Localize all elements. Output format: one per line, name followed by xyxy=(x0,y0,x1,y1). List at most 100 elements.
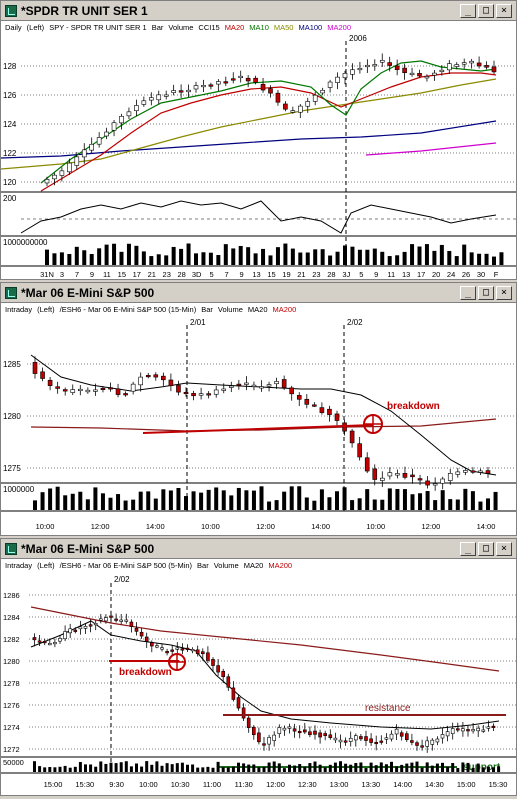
volume-bar xyxy=(387,256,392,265)
candle-body xyxy=(463,470,468,473)
candle-body xyxy=(70,389,76,393)
candle-body xyxy=(420,745,424,748)
volume-bar xyxy=(52,253,57,265)
volume-bar xyxy=(229,495,234,510)
candle-body xyxy=(241,707,246,719)
volume-bar xyxy=(146,491,151,510)
price-tick: 1284 xyxy=(3,613,20,622)
time-axis-label: 12:00 xyxy=(421,522,440,531)
close-button[interactable]: × xyxy=(496,3,512,18)
candle-body xyxy=(262,743,266,746)
candle-body xyxy=(89,143,94,151)
candle-body xyxy=(211,659,215,666)
minimize-button[interactable]: _ xyxy=(460,541,476,556)
ma200-line xyxy=(365,142,497,156)
volume-bar xyxy=(432,250,437,265)
daily-chart-area[interactable]: 2006 128 126 124 122 120 200 1000000000 xyxy=(0,33,516,279)
volume-bar xyxy=(410,762,414,772)
breakdown-label: breakdown xyxy=(119,667,172,678)
candle-body xyxy=(206,393,211,396)
date-axis-label: 13 xyxy=(402,270,410,279)
time-axis-label: 12:00 xyxy=(266,780,285,789)
time-axis-label: 9:30 xyxy=(109,780,124,789)
candle-body xyxy=(252,726,256,736)
volume-bar xyxy=(242,763,246,772)
date-axis-label: 3D xyxy=(192,270,202,279)
close-button[interactable]: × xyxy=(496,541,512,556)
volume-bar xyxy=(246,247,251,265)
volume-bar xyxy=(364,768,368,772)
date-axis-label: 23 xyxy=(312,270,320,279)
candle-body xyxy=(236,383,242,386)
candle-body xyxy=(399,732,404,737)
intraday-5min-chart-area[interactable]: 2/02 1286 1284 1282 1280 1278 1276 1274 … xyxy=(1,571,516,795)
candle-body xyxy=(394,65,400,70)
volume-bar xyxy=(357,249,362,265)
volume-bar xyxy=(259,486,264,510)
candle-body xyxy=(304,398,310,405)
volume-bar xyxy=(354,763,358,772)
time-axis-label: 14:00 xyxy=(311,522,330,531)
volume-bar xyxy=(446,766,450,772)
date-axis-label: 24 xyxy=(447,270,455,279)
date-axis-label: 11 xyxy=(387,270,395,279)
volume-bar xyxy=(168,490,173,510)
candle-body xyxy=(402,473,408,478)
volume-bar xyxy=(435,763,439,772)
maximize-button[interactable]: □ xyxy=(478,541,494,556)
candle-body xyxy=(114,618,118,621)
candle-body xyxy=(178,90,184,93)
candle-body xyxy=(379,477,385,481)
maximize-button[interactable]: □ xyxy=(478,285,494,300)
volume-bar xyxy=(343,245,347,265)
date-axis-label: 9 xyxy=(374,270,378,279)
volume-bar xyxy=(312,500,317,510)
minimize-button[interactable]: _ xyxy=(460,285,476,300)
candle-body xyxy=(353,735,358,741)
date-axis-label: 5 xyxy=(210,270,214,279)
candle-body xyxy=(119,619,123,622)
volume-bar xyxy=(150,764,154,772)
volume-bar xyxy=(191,764,195,772)
candle-body xyxy=(145,375,151,378)
volume-bar xyxy=(282,491,287,510)
candle-body xyxy=(176,384,181,393)
price-tick: 1278 xyxy=(3,679,20,688)
candle-body xyxy=(221,388,227,391)
volume-bar xyxy=(186,764,189,772)
legend-item: Volume xyxy=(213,560,239,570)
intraday-5min-bars xyxy=(32,610,496,753)
year-label: 2006 xyxy=(349,34,367,43)
candle-body xyxy=(47,643,52,646)
title-bar[interactable]: *Mar 06 E-Mini S&P 500 _ □ × xyxy=(1,539,516,559)
time-axis-label: 15:00 xyxy=(457,780,476,789)
title-bar[interactable]: *Mar 06 E-Mini S&P 500 _ □ × xyxy=(1,283,516,303)
title-bar[interactable]: *SPDR TR UNIT SER 1 _ □ × xyxy=(1,1,516,21)
volume-bar xyxy=(114,763,118,772)
candle-body xyxy=(364,457,370,472)
candle-body xyxy=(282,727,287,731)
volume-bar xyxy=(304,497,309,510)
candle-body xyxy=(47,379,53,386)
date-axis-label: 21 xyxy=(148,270,156,279)
date-marker: 2/02 xyxy=(347,318,363,327)
volume-bar xyxy=(461,762,465,772)
date-axis-label: 23 xyxy=(163,270,171,279)
candle-body xyxy=(425,740,430,747)
candle-body xyxy=(266,384,272,387)
candle-body xyxy=(244,382,249,385)
legend-item: MA50 xyxy=(273,22,294,32)
intraday-15min-chart-area[interactable]: 2/01 2/02 1285 1280 1275 breakdown 10000… xyxy=(1,315,516,535)
candle-body xyxy=(160,647,164,650)
volume-bar xyxy=(176,487,181,510)
volume-bar xyxy=(175,763,179,772)
legend-item: MA200 xyxy=(268,560,293,570)
volume-bar xyxy=(247,764,251,772)
volume-bar xyxy=(349,764,353,772)
minimize-button[interactable]: _ xyxy=(460,3,476,18)
candle-body xyxy=(374,741,379,745)
candle-body xyxy=(320,89,325,94)
maximize-button[interactable]: □ xyxy=(478,3,494,18)
volume-bar xyxy=(448,499,453,510)
close-button[interactable]: × xyxy=(496,285,512,300)
